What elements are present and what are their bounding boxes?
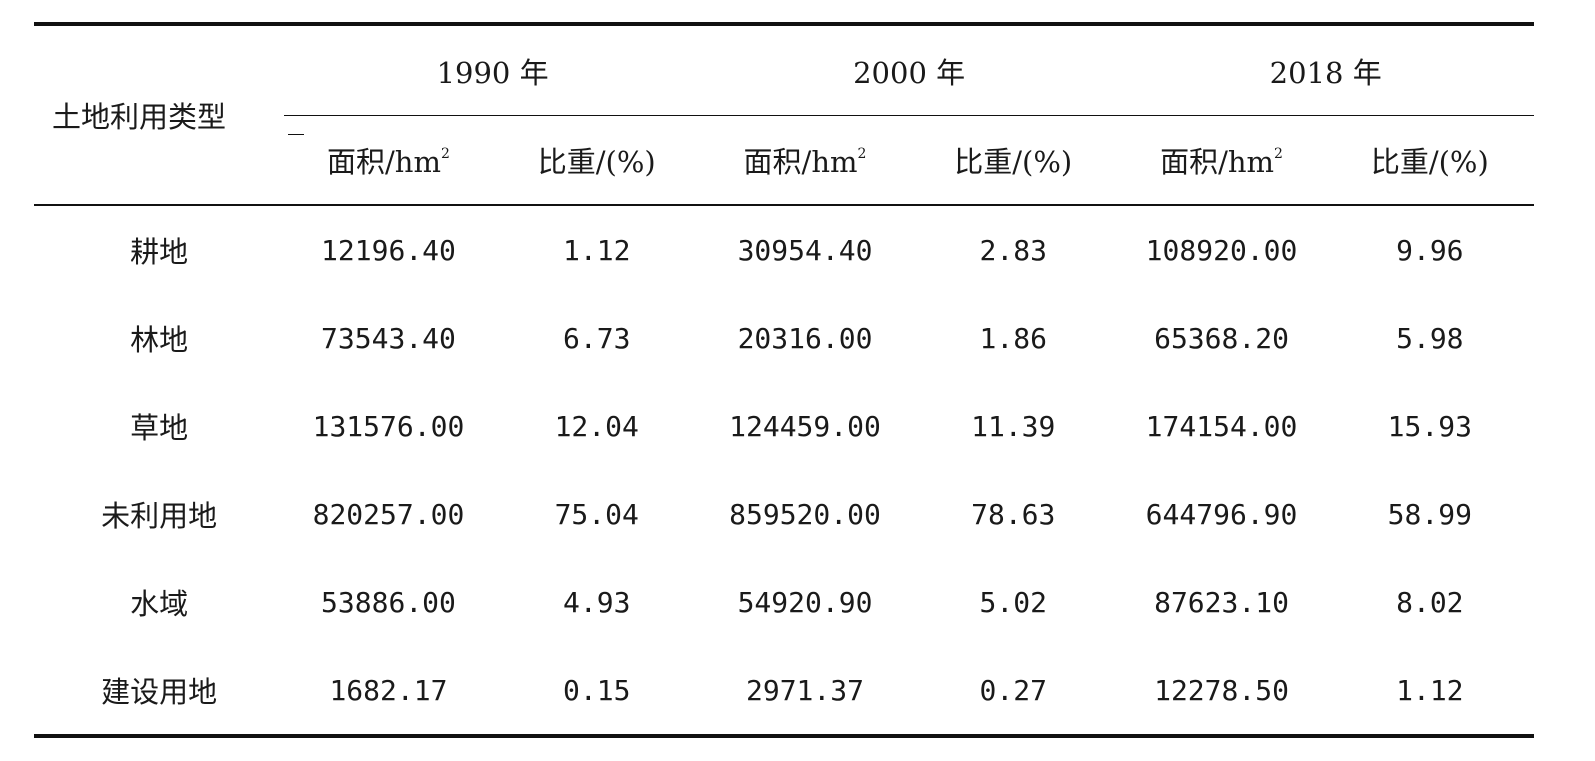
- area-value-cell: 73543.40: [321, 321, 456, 355]
- sub-header-share: 比重/(%): [1370, 145, 1489, 179]
- header-rule-stub: [288, 134, 304, 135]
- share-value-cell: 2.83: [979, 233, 1047, 267]
- table-row: 耕地 12196.40 1.12 30954.40 2.83 108920.00 9.96: [34, 205, 1534, 294]
- year-header-2000: 2000 年: [700, 24, 1118, 116]
- land-type-cell: 建设用地: [101, 675, 218, 709]
- area-value-cell: 174154.00: [1145, 409, 1298, 443]
- area-value-cell: 859520.00: [729, 497, 881, 531]
- row-header: 土地利用类型: [52, 100, 227, 134]
- sub-header-share: 比重/(%): [537, 145, 656, 179]
- area-value-cell: 2971.37: [745, 673, 864, 707]
- area-value-cell: 12196.40: [321, 233, 456, 267]
- sub-header-area: 面积/hm2: [327, 145, 450, 179]
- share-value-cell: 9.96: [1396, 233, 1464, 267]
- year-header-2018: 2018 年: [1117, 24, 1534, 116]
- share-value-cell: 1.12: [563, 233, 631, 267]
- sub-header-area: 面积/hm2: [1160, 145, 1283, 179]
- share-value-cell: 8.02: [1396, 585, 1464, 619]
- table-row: 建设用地 1682.17 0.15 2971.37 0.27 12278.50 1.12: [34, 646, 1534, 736]
- area-value-cell: 87623.10: [1154, 585, 1289, 619]
- table-row: 林地 73543.40 6.73 20316.00 1.86 65368.20 5.98: [34, 294, 1534, 382]
- share-value-cell: 15.93: [1387, 409, 1472, 443]
- area-value-cell: 1682.17: [329, 673, 448, 707]
- area-value-cell: 65368.20: [1154, 321, 1289, 355]
- area-value-cell: 12278.50: [1154, 673, 1289, 707]
- share-value-cell: 11.39: [971, 409, 1056, 443]
- table-row: 水域 53886.00 4.93 54920.90 5.02 87623.10 8.02: [34, 558, 1534, 646]
- area-value-cell: 54920.90: [737, 585, 873, 619]
- share-value-cell: 75.04: [554, 497, 639, 531]
- area-value-cell: 124459.00: [729, 409, 881, 443]
- land-type-cell: 草地: [130, 411, 189, 445]
- sub-header-area: 面积/hm2: [743, 145, 867, 179]
- area-value-cell: 108920.00: [1145, 233, 1298, 267]
- share-value-cell: 12.04: [554, 409, 639, 443]
- land-type-cell: 林地: [130, 323, 189, 357]
- area-value-cell: 820257.00: [312, 497, 465, 531]
- share-value-cell: 4.93: [563, 585, 631, 619]
- land-type-cell: 水域: [130, 587, 189, 621]
- area-value-cell: 53886.00: [321, 585, 456, 619]
- land-type-cell: 未利用地: [101, 499, 218, 533]
- sub-header-share: 比重/(%): [954, 145, 1073, 179]
- share-value-cell: 0.27: [979, 673, 1047, 707]
- share-value-cell: 78.63: [971, 497, 1056, 531]
- land-use-table: 土地利用类型 1990 年 2000 年 2018 年 面积/hm2 比重/(%…: [34, 22, 1534, 738]
- share-value-cell: 6.73: [563, 321, 631, 355]
- table-row: 草地 131576.00 12.04 124459.00 11.39 174154.00 1…: [34, 382, 1534, 470]
- share-value-cell: 58.99: [1387, 497, 1472, 531]
- land-use-table-container: 土地利用类型 1990 年 2000 年 2018 年 面积/hm2 比重/(%…: [34, 22, 1534, 738]
- table-body: 耕地 12196.40 1.12 30954.40 2.83 108920.00 9.96 林…: [34, 205, 1534, 736]
- share-value-cell: 0.15: [563, 673, 631, 707]
- land-type-cell: 耕地: [130, 235, 189, 269]
- area-value-cell: 30954.40: [737, 233, 873, 267]
- area-value-cell: 20316.00: [737, 321, 873, 355]
- share-value-cell: 5.02: [979, 585, 1047, 619]
- year-header-1990: 1990 年: [284, 24, 701, 116]
- share-value-cell: 1.12: [1396, 673, 1464, 707]
- table-row: 未利用地 820257.00 75.04 859520.00 78.63 644796.9…: [34, 470, 1534, 558]
- area-value-cell: 131576.00: [312, 409, 465, 443]
- share-value-cell: 5.98: [1396, 321, 1464, 355]
- area-value-cell: 644796.90: [1145, 497, 1298, 531]
- share-value-cell: 1.86: [979, 321, 1047, 355]
